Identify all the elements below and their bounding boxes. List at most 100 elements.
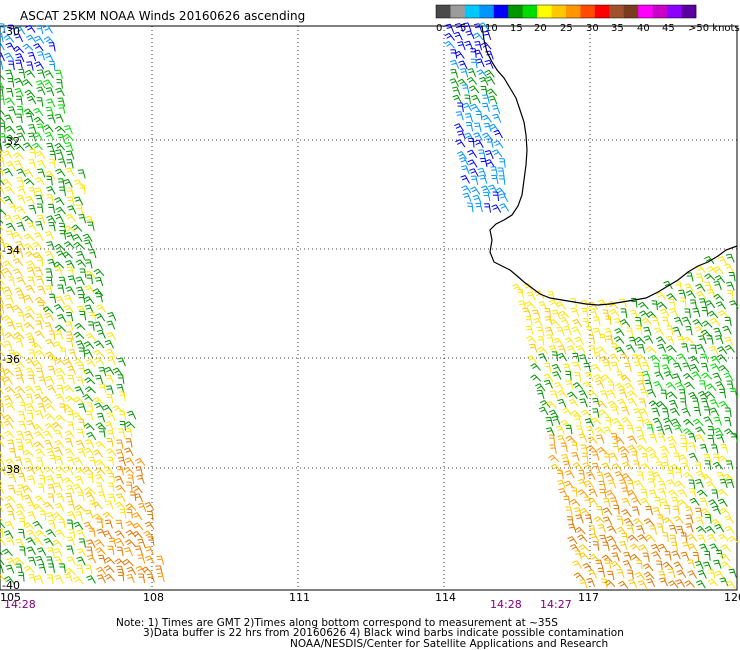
wind-barb xyxy=(470,186,481,195)
wind-barb xyxy=(672,505,680,516)
wind-barb xyxy=(26,529,37,538)
wind-barb xyxy=(572,382,584,390)
wind-barb xyxy=(710,355,721,364)
wind-barb xyxy=(648,400,660,408)
wind-barb xyxy=(55,149,64,159)
wind-barb xyxy=(590,417,602,425)
wind-barb xyxy=(23,178,35,186)
wind-barb xyxy=(23,457,33,467)
wind-barb xyxy=(34,266,44,276)
wind-barb xyxy=(35,220,44,231)
wind-barb xyxy=(479,157,488,168)
wind-barb xyxy=(683,418,694,427)
wind-barb xyxy=(529,343,538,353)
wind-barb xyxy=(479,174,488,184)
wind-barb xyxy=(58,518,66,529)
wind-barb xyxy=(614,436,625,445)
wind-barb xyxy=(659,308,670,317)
wind-barb xyxy=(593,374,604,383)
wind-barb xyxy=(672,326,682,336)
wind-barb xyxy=(492,149,503,158)
wind-barb xyxy=(482,132,493,141)
wind-barb xyxy=(82,394,94,402)
wind-barb xyxy=(638,301,649,310)
wind-barb xyxy=(86,554,97,564)
wind-barb xyxy=(499,158,506,168)
wind-barb xyxy=(0,304,5,314)
wind-barb xyxy=(3,214,14,223)
wind-barb xyxy=(602,516,613,526)
wind-barb xyxy=(687,543,698,552)
wind-barb xyxy=(34,176,45,186)
wind-barb xyxy=(642,418,654,426)
wind-barb xyxy=(720,544,732,552)
wind-barb xyxy=(703,453,712,463)
wind-barb xyxy=(19,546,26,556)
wind-barb xyxy=(55,466,66,474)
color-bar-segment xyxy=(681,5,697,18)
wind-barb xyxy=(730,433,738,443)
wind-barb xyxy=(0,350,5,357)
wind-barb xyxy=(15,248,24,259)
wind-barb xyxy=(76,548,86,558)
wind-barb xyxy=(662,517,674,525)
wind-barb xyxy=(46,241,55,251)
wind-barb xyxy=(0,550,3,556)
wind-barb xyxy=(124,539,136,547)
longitude-label: 111 xyxy=(289,591,310,604)
wind-barb xyxy=(482,30,492,40)
wind-barb xyxy=(449,78,460,87)
wind-barb xyxy=(564,337,576,346)
wind-barb xyxy=(608,381,615,392)
wind-barb xyxy=(0,196,6,205)
wind-barb xyxy=(655,461,664,471)
wind-barb xyxy=(591,462,600,473)
wind-barb xyxy=(0,157,5,168)
wind-barb xyxy=(673,424,683,434)
wind-barb xyxy=(618,580,629,589)
wind-barb xyxy=(666,479,677,488)
wind-barb xyxy=(7,248,16,258)
wind-barb xyxy=(724,336,734,346)
wind-barb xyxy=(620,308,628,318)
wind-barb xyxy=(571,451,580,462)
wind-barb xyxy=(72,233,83,243)
wind-barb xyxy=(2,376,13,385)
longitude-label: 108 xyxy=(143,591,164,604)
wind-barb xyxy=(538,406,549,416)
wind-barb xyxy=(6,465,15,476)
wind-barb xyxy=(588,334,595,345)
wind-barb xyxy=(3,168,14,177)
wind-barb xyxy=(25,358,36,367)
wind-barb xyxy=(2,260,14,269)
color-bar-segment xyxy=(464,5,480,18)
wind-barb xyxy=(86,575,96,584)
wind-barb xyxy=(564,469,575,479)
wind-barb xyxy=(73,331,85,339)
wind-barb xyxy=(658,480,667,490)
wind-barb xyxy=(713,327,723,337)
latitude-label: -32 xyxy=(2,135,20,148)
wind-barb xyxy=(106,393,114,404)
wind-barb xyxy=(701,307,709,317)
wind-barb xyxy=(124,421,136,429)
wind-barb xyxy=(27,556,37,566)
wind-barb xyxy=(23,142,34,151)
wind-barb xyxy=(53,446,63,456)
wind-barb xyxy=(698,335,707,345)
wind-barb xyxy=(633,480,644,489)
wind-barb xyxy=(126,481,133,492)
wind-barb xyxy=(445,23,455,33)
wind-barb xyxy=(671,541,679,552)
wind-barb xyxy=(477,167,487,177)
wind-barb xyxy=(74,386,85,395)
longitude-label: 117 xyxy=(578,591,599,604)
wind-barb xyxy=(2,150,13,160)
wind-barb xyxy=(32,520,43,529)
wind-barb xyxy=(73,179,84,188)
wind-barb xyxy=(556,326,565,337)
wind-barb xyxy=(106,411,116,421)
wind-barb xyxy=(561,407,573,416)
wind-barb xyxy=(668,298,676,309)
wind-barb xyxy=(484,69,495,78)
